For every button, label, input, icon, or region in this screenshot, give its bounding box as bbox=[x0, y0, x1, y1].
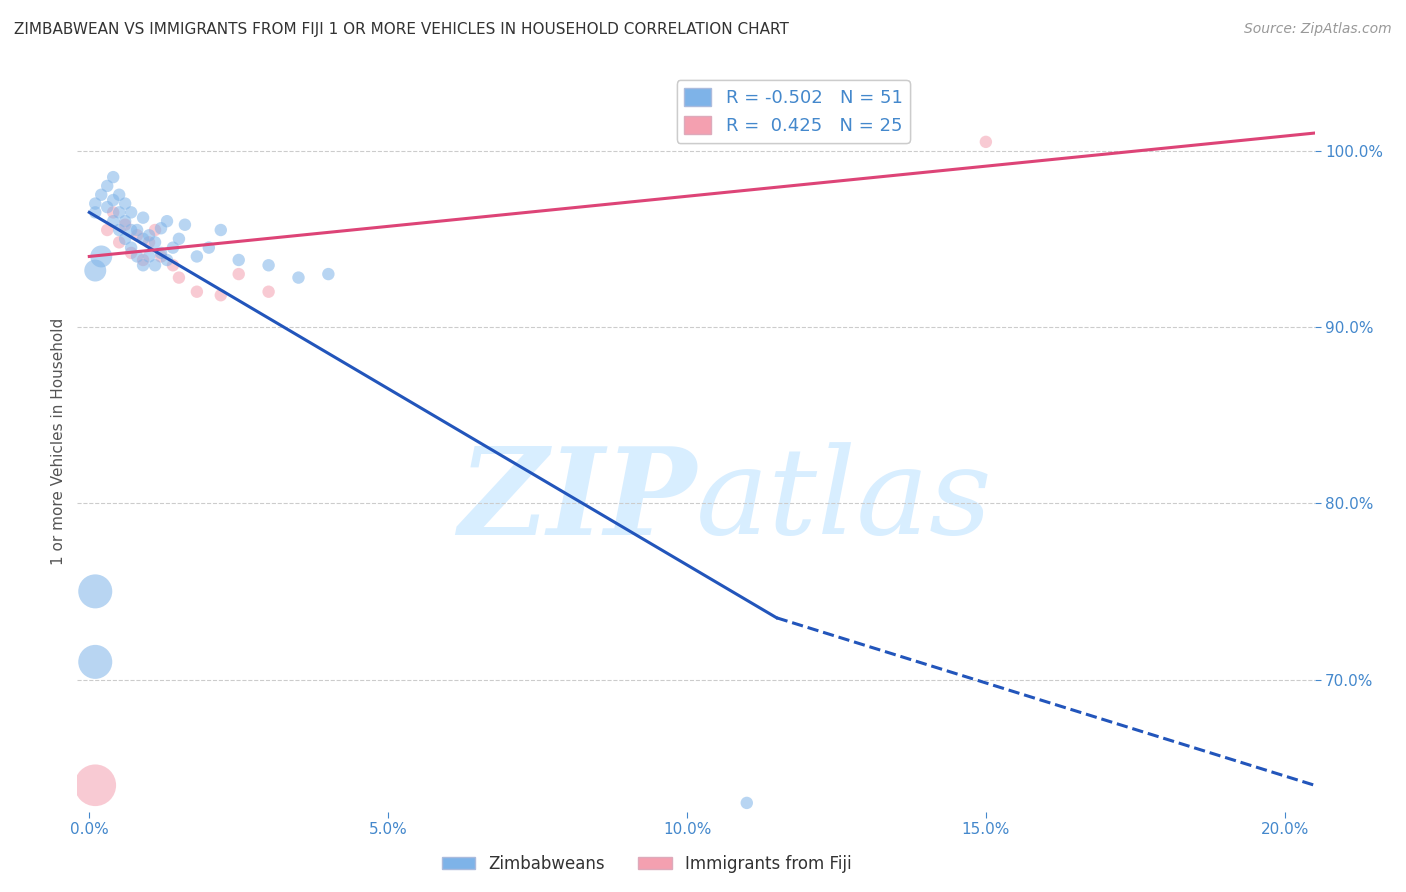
Point bbox=[162, 258, 184, 272]
Point bbox=[108, 205, 131, 219]
Point bbox=[162, 241, 184, 255]
Point bbox=[103, 170, 125, 185]
Point bbox=[103, 193, 125, 207]
Point bbox=[156, 214, 179, 228]
Point bbox=[156, 252, 179, 267]
Point bbox=[90, 250, 112, 264]
Text: Source: ZipAtlas.com: Source: ZipAtlas.com bbox=[1244, 22, 1392, 37]
Point bbox=[103, 205, 125, 219]
Point bbox=[96, 223, 118, 237]
Legend: Zimbabweans, Immigrants from Fiji: Zimbabweans, Immigrants from Fiji bbox=[434, 848, 859, 880]
Point bbox=[138, 235, 160, 250]
Text: ZIMBABWEAN VS IMMIGRANTS FROM FIJI 1 OR MORE VEHICLES IN HOUSEHOLD CORRELATION C: ZIMBABWEAN VS IMMIGRANTS FROM FIJI 1 OR … bbox=[14, 22, 789, 37]
Point bbox=[186, 250, 208, 264]
Point bbox=[120, 205, 142, 219]
Point bbox=[167, 270, 190, 285]
Point bbox=[150, 221, 173, 235]
Point bbox=[132, 252, 155, 267]
Point bbox=[132, 211, 155, 225]
Point bbox=[167, 232, 190, 246]
Point bbox=[150, 250, 173, 264]
Point bbox=[84, 263, 107, 277]
Point bbox=[186, 285, 208, 299]
Point bbox=[108, 187, 131, 202]
Point bbox=[84, 205, 107, 219]
Point bbox=[96, 200, 118, 214]
Y-axis label: 1 or more Vehicles in Household: 1 or more Vehicles in Household bbox=[51, 318, 66, 566]
Point bbox=[120, 241, 142, 255]
Point bbox=[287, 270, 309, 285]
Point bbox=[209, 223, 232, 237]
Point bbox=[974, 135, 997, 149]
Point bbox=[150, 246, 173, 260]
Point bbox=[257, 285, 280, 299]
Point bbox=[143, 223, 166, 237]
Point bbox=[108, 223, 131, 237]
Point bbox=[90, 187, 112, 202]
Point bbox=[228, 267, 250, 281]
Point bbox=[127, 250, 149, 264]
Legend: R = -0.502   N = 51, R =  0.425   N = 25: R = -0.502 N = 51, R = 0.425 N = 25 bbox=[676, 80, 910, 143]
Point bbox=[84, 196, 107, 211]
Point bbox=[174, 218, 197, 232]
Point bbox=[143, 235, 166, 250]
Point bbox=[127, 223, 149, 237]
Point bbox=[318, 267, 340, 281]
Point bbox=[120, 246, 142, 260]
Point bbox=[114, 214, 136, 228]
Point bbox=[120, 223, 142, 237]
Point bbox=[96, 178, 118, 193]
Point bbox=[228, 252, 250, 267]
Point bbox=[84, 584, 107, 599]
Point bbox=[138, 250, 160, 264]
Point bbox=[114, 218, 136, 232]
Text: ZIP: ZIP bbox=[458, 442, 696, 560]
Point bbox=[103, 214, 125, 228]
Point bbox=[114, 232, 136, 246]
Point bbox=[209, 288, 232, 302]
Point bbox=[127, 228, 149, 243]
Point bbox=[138, 228, 160, 243]
Point bbox=[114, 196, 136, 211]
Point bbox=[108, 235, 131, 250]
Point bbox=[84, 778, 107, 792]
Point bbox=[132, 232, 155, 246]
Point bbox=[84, 655, 107, 669]
Point bbox=[132, 258, 155, 272]
Point bbox=[198, 241, 221, 255]
Point bbox=[735, 796, 758, 810]
Point bbox=[257, 258, 280, 272]
Point bbox=[143, 258, 166, 272]
Text: atlas: atlas bbox=[696, 442, 993, 559]
